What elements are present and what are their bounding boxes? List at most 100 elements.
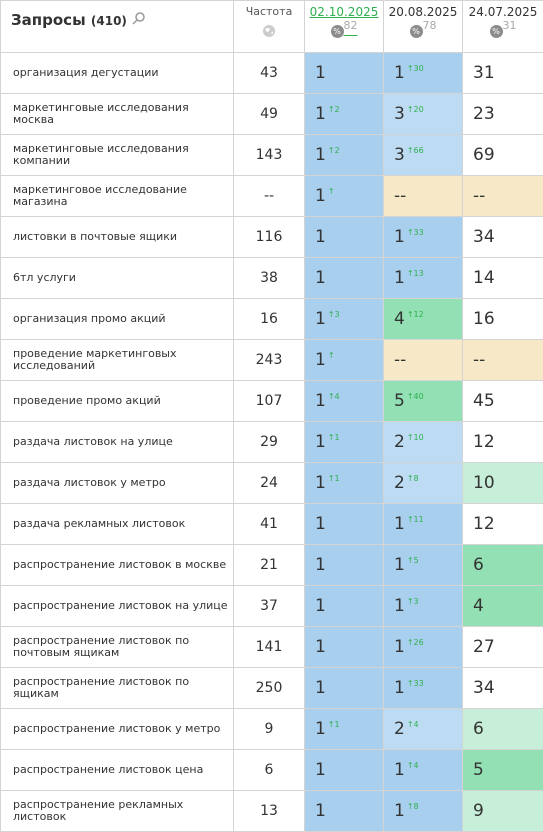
position: 3	[394, 145, 405, 165]
position-cell: 1↑4	[305, 381, 384, 422]
freq-header[interactable]: Частота	[234, 1, 305, 53]
position: 4	[473, 596, 484, 616]
position-cell: 6	[463, 545, 543, 586]
query: 6тл услуги	[1, 258, 234, 299]
table-header: Запросы (410) Частота 02.10.2025%82 20.0…	[1, 1, 543, 53]
position: 34	[473, 678, 495, 698]
position: 1	[315, 596, 326, 616]
position: 1	[394, 227, 405, 247]
query: маркетинговое исследование магазина	[1, 176, 234, 217]
query: раздача листовок на улице	[1, 422, 234, 463]
percent-value: 31	[503, 19, 517, 32]
query-header[interactable]: Запросы (410)	[1, 1, 234, 53]
position-cell: 4	[463, 586, 543, 627]
position-cell: 4↑12	[384, 299, 463, 340]
frequency: 6	[234, 750, 305, 791]
date-header[interactable]: 20.08.2025%78	[384, 1, 463, 53]
position: 1	[315, 719, 326, 739]
position-cell: 1↑1	[305, 709, 384, 750]
percent-value: 82	[344, 19, 358, 32]
query: распространение листовок у метро	[1, 709, 234, 750]
query: листовки в почтовые ящики	[1, 217, 234, 258]
position: 1	[394, 63, 405, 83]
position-cell: 1↑	[305, 176, 384, 217]
position: 31	[473, 63, 495, 83]
frequency: 29	[234, 422, 305, 463]
position-cell: 1	[305, 750, 384, 791]
position-change: ↑1	[328, 474, 340, 483]
position-cell: 3↑66	[384, 135, 463, 176]
position-change: ↑66	[407, 146, 424, 155]
position-cell: 10	[463, 463, 543, 504]
position: 12	[473, 514, 495, 534]
position-cell: 34	[463, 217, 543, 258]
position-cell: 2↑4	[384, 709, 463, 750]
query: распространение листовок на улице	[1, 586, 234, 627]
query: маркетинговые исследования компании	[1, 135, 234, 176]
row: маркетинговое исследование магазина--1↑-…	[1, 176, 543, 217]
position-cell: 34	[463, 668, 543, 709]
position-cell: 1	[305, 504, 384, 545]
query: распространение листовок по ящикам	[1, 668, 234, 709]
position-change: ↑	[328, 351, 335, 360]
position-cell: 12	[463, 422, 543, 463]
frequency: 41	[234, 504, 305, 545]
position: 27	[473, 637, 495, 657]
position: 1	[315, 186, 326, 206]
position: 1	[315, 801, 326, 821]
position-cell: 1	[305, 217, 384, 258]
query: организация дегустации	[1, 53, 234, 94]
position: 12	[473, 432, 495, 452]
position: 1	[315, 760, 326, 780]
search-icon[interactable]	[132, 11, 146, 25]
position-cell: 1↑3	[305, 299, 384, 340]
position: 1	[315, 227, 326, 247]
position: 1	[315, 391, 326, 411]
date-label: 02.10.2025	[305, 5, 383, 19]
position-change: ↑2	[328, 105, 340, 114]
position: 1	[394, 760, 405, 780]
frequency: --	[234, 176, 305, 217]
position-change: ↑13	[407, 269, 424, 278]
position: 1	[315, 637, 326, 657]
frequency: 243	[234, 340, 305, 381]
position: 4	[394, 309, 405, 329]
position: 1	[394, 555, 405, 575]
position: 69	[473, 145, 495, 165]
position-cell: 1↑13	[384, 258, 463, 299]
position-cell: 1↑2	[305, 94, 384, 135]
position: 1	[315, 63, 326, 83]
position-change: ↑8	[407, 802, 419, 811]
position: 1	[394, 678, 405, 698]
position: 2	[394, 473, 405, 493]
position-cell: 1↑11	[384, 504, 463, 545]
date-header[interactable]: 02.10.2025%82	[305, 1, 384, 53]
position: 5	[394, 391, 405, 411]
position-cell: 3↑20	[384, 94, 463, 135]
date-header[interactable]: 24.07.2025%31	[463, 1, 543, 53]
position-change: ↑3	[328, 310, 340, 319]
position-cell: 2↑10	[384, 422, 463, 463]
position-change: ↑20	[407, 105, 424, 114]
query: организация промо акций	[1, 299, 234, 340]
position-cell: 1	[305, 586, 384, 627]
position-cell: 5	[463, 750, 543, 791]
position-cell: 1↑1	[305, 422, 384, 463]
percent-icon: %	[331, 25, 344, 38]
position: 5	[473, 760, 484, 780]
freq-label: Частота	[234, 5, 304, 18]
percent-row: %78	[384, 19, 462, 38]
row: распространение листовок по почтовым ящи…	[1, 627, 543, 668]
